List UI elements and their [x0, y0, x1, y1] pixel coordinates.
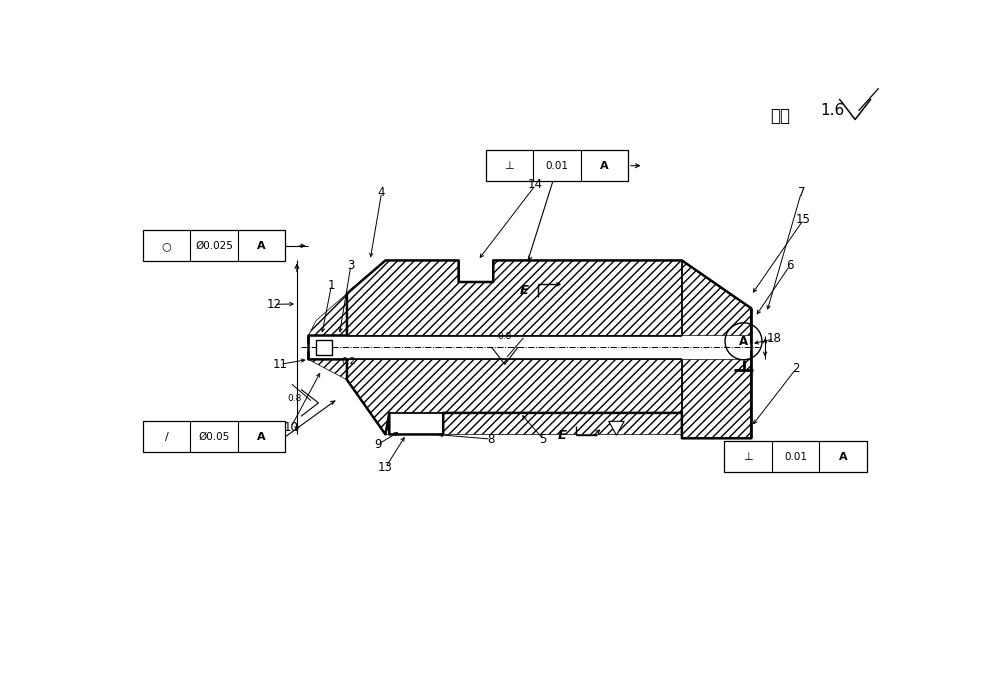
Text: 10: 10	[283, 421, 298, 434]
Bar	[316, 340, 332, 355]
Text: 0.8: 0.8	[498, 332, 512, 341]
Text: ⊥: ⊥	[504, 161, 514, 171]
Text: 2: 2	[792, 363, 800, 376]
Polygon shape	[347, 261, 682, 336]
Polygon shape	[347, 359, 682, 434]
Bar	[724, 442, 867, 472]
Text: 4: 4	[378, 186, 385, 199]
Text: E: E	[558, 429, 567, 442]
Polygon shape	[308, 294, 347, 336]
Text: 11: 11	[272, 358, 287, 371]
Text: 18: 18	[767, 332, 782, 345]
Text: 8: 8	[487, 433, 495, 446]
Text: 6: 6	[786, 259, 793, 272]
Text: 5: 5	[540, 433, 547, 446]
Bar	[143, 421, 285, 452]
Text: 其余: 其余	[770, 107, 790, 125]
Polygon shape	[682, 261, 751, 336]
Text: 13: 13	[378, 461, 393, 474]
Text: E: E	[520, 284, 529, 297]
Text: A: A	[739, 335, 748, 347]
Text: A: A	[257, 432, 266, 442]
Text: 9: 9	[374, 438, 382, 451]
Text: 7: 7	[798, 186, 805, 199]
Text: 0.01: 0.01	[784, 452, 807, 462]
Text: 3: 3	[347, 259, 354, 272]
Text: 0.01: 0.01	[545, 161, 568, 171]
Text: ⊥: ⊥	[743, 452, 753, 462]
Text: 15: 15	[796, 213, 811, 226]
Text: 14: 14	[528, 178, 543, 191]
Text: Ø0.05: Ø0.05	[198, 432, 230, 442]
Polygon shape	[682, 359, 751, 438]
Text: 1.6: 1.6	[821, 103, 845, 118]
Text: A: A	[257, 241, 266, 251]
Text: 1: 1	[328, 279, 335, 292]
Text: 0.2: 0.2	[342, 357, 356, 366]
Text: 0.8: 0.8	[288, 394, 302, 403]
Text: ○: ○	[162, 241, 172, 251]
Polygon shape	[308, 359, 347, 380]
Bar	[486, 150, 628, 181]
Text: A: A	[839, 452, 847, 462]
Bar	[143, 230, 285, 261]
Text: Ø0.025: Ø0.025	[195, 241, 233, 251]
Text: ∕: ∕	[165, 432, 169, 442]
Text: A: A	[600, 161, 609, 171]
Polygon shape	[609, 421, 624, 436]
Text: 12: 12	[266, 298, 281, 311]
